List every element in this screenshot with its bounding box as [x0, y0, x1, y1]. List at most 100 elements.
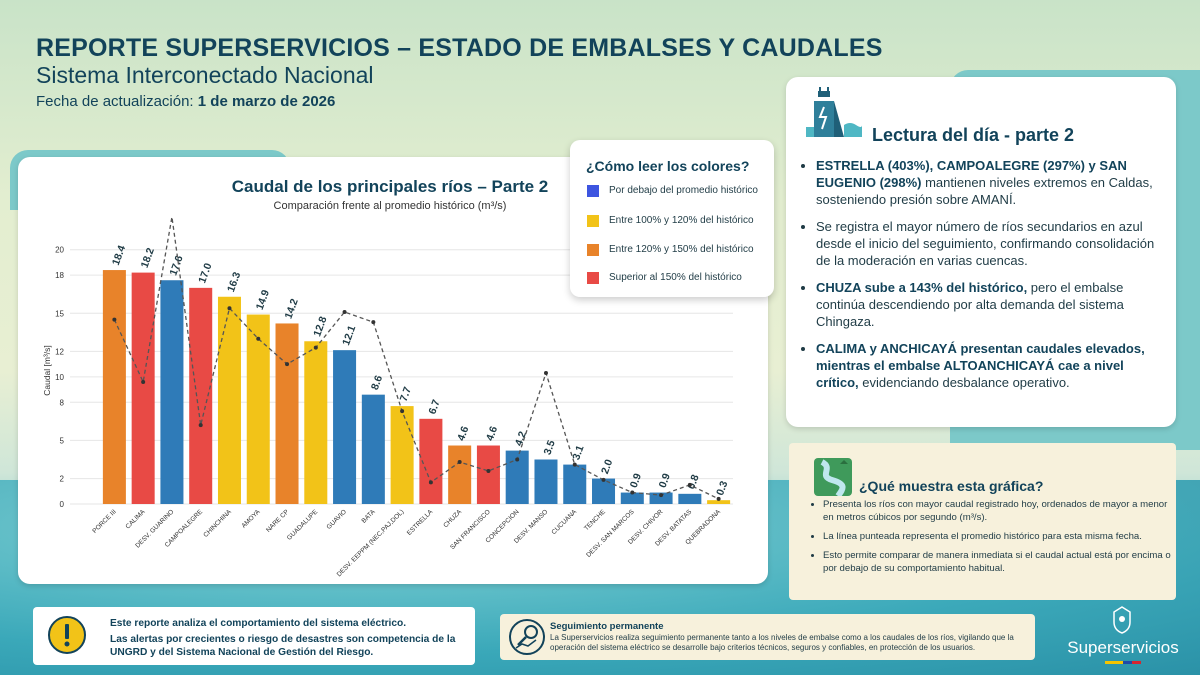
historical-point [141, 379, 146, 384]
historical-point [313, 345, 318, 350]
historical-point [227, 306, 232, 311]
bar-value-label: 12.8 [311, 315, 329, 338]
historical-point [659, 493, 664, 498]
historical-point [543, 371, 548, 376]
bar-value-label: 18.4 [110, 244, 128, 267]
bar [707, 500, 731, 504]
legend-swatch-yellow [587, 215, 599, 227]
legend-label: Entre 120% y 150% del histórico [609, 244, 754, 255]
bar [102, 270, 126, 504]
bar [361, 394, 385, 504]
historical-point [198, 423, 203, 428]
x-tick-label: AMOYA [240, 508, 262, 530]
legend-swatch-red [587, 272, 599, 284]
monitoring-icon [509, 619, 545, 655]
x-tick-label: TENCHE [583, 508, 607, 532]
bar [678, 493, 702, 504]
color-legend: ¿Cómo leer los colores? Por debajo del p… [570, 140, 774, 297]
reading-title: Lectura del día - parte 2 [872, 125, 1075, 145]
bar [275, 323, 299, 504]
bar-value-label: 16.3 [225, 270, 243, 293]
x-tick-label: GUAVIO [325, 508, 347, 530]
what-list: Presenta los ríos con mayor caudal regis… [811, 498, 1173, 581]
chart-subtitle: Comparación frente al promedio histórico… [274, 200, 507, 212]
bar-value-label: 4.6 [455, 425, 471, 443]
monitoring-box: Seguimiento permanente La Superservicios… [500, 614, 1035, 660]
bar [620, 492, 644, 504]
bar [448, 445, 472, 504]
x-tick-label: CALIMA [125, 508, 148, 531]
bar-chart: Caudal de los principales ríos – Parte 2… [42, 177, 733, 578]
bar-value-label: 4.2 [513, 430, 529, 448]
bar [476, 445, 500, 504]
y-tick-label: 5 [60, 436, 65, 445]
x-tick-label: CHINCHINA [202, 508, 233, 539]
bar-value-label: 0.9 [657, 472, 673, 490]
historical-point [630, 490, 635, 495]
x-tick-label: ESTRELLA [406, 508, 435, 537]
page-subtitle: Sistema Interconectado Nacional [36, 62, 374, 88]
x-tick-label: DESV. SAN MARCOS [585, 508, 636, 559]
bar [160, 280, 184, 504]
y-tick-label: 8 [60, 398, 65, 407]
legend-label: Entre 100% y 120% del histórico [609, 215, 754, 226]
bar [189, 287, 213, 504]
bar-value-label: 12.1 [340, 324, 358, 347]
y-axis-label: Caudal [m³/s] [42, 345, 52, 396]
dam-icon [804, 87, 862, 145]
daily-reading-card: Lectura del día - parte 2 ESTRELLA (403%… [786, 77, 1176, 427]
list-item: CALIMA y ANCHICAYÁ presentan caudales el… [816, 340, 1166, 391]
bar [217, 296, 241, 504]
historical-point [716, 496, 721, 501]
bar [390, 406, 414, 504]
x-tick-label: GUADALUPE [286, 508, 320, 542]
disclaimer-line: Este reporte analiza el comportamiento d… [110, 618, 407, 629]
what-shows-card: ¿Qué muestra esta gráfica? Presenta los … [789, 443, 1176, 600]
historical-point [256, 336, 261, 341]
legend-label: Por debajo del promedio histórico [609, 185, 758, 196]
reading-text: pero el embalse continúa descendiendo po… [816, 280, 1124, 329]
y-tick-label: 12 [55, 347, 64, 356]
historical-point [572, 462, 577, 467]
bar-value-label: 3.1 [570, 444, 586, 462]
list-item: La línea punteada representa el promedio… [823, 530, 1173, 543]
river-icon [814, 458, 852, 496]
legend-swatch-orange [587, 244, 599, 256]
x-tick-label: BATA [360, 508, 377, 525]
list-item: Presenta los ríos con mayor caudal regis… [823, 498, 1173, 524]
historical-point [515, 457, 520, 462]
x-tick-label: PORCE III [91, 508, 118, 535]
bar [649, 492, 673, 504]
y-tick-label: 10 [55, 373, 64, 382]
disclaimer-text: Este reporte analiza el comportamiento d… [110, 617, 465, 662]
x-tick-label: CUCUANA [550, 508, 578, 536]
list-item: CHUZA sube a 143% del histórico, pero el… [816, 279, 1166, 330]
y-tick-label: 0 [60, 500, 65, 509]
bar-value-label: 14.9 [254, 288, 272, 311]
y-tick-label: 18 [55, 271, 64, 280]
bar-value-label: 17.0 [196, 261, 214, 284]
bar-value-label: 6.7 [426, 398, 442, 416]
bar [333, 350, 357, 504]
bar-value-label: 14.2 [283, 297, 301, 320]
bar [246, 314, 270, 504]
bar [304, 341, 328, 504]
bar-value-label: 7.7 [398, 385, 414, 403]
legend-label: Superior al 150% del histórico [609, 272, 742, 283]
historical-point [112, 317, 117, 322]
seal-icon [1113, 606, 1131, 634]
historical-point [687, 482, 692, 487]
bar-value-label: 0.8 [685, 473, 701, 491]
chart-title: Caudal de los principales ríos – Parte 2 [232, 177, 549, 196]
what-title: ¿Qué muestra esta gráfica? [859, 478, 1044, 494]
historical-point [486, 468, 491, 473]
brand-logo: Superservicios [1058, 604, 1188, 670]
historical-point [371, 320, 376, 325]
bar-value-label: 0.9 [628, 472, 644, 490]
list-item: ESTRELLA (403%), CAMPOALEGRE (297%) y SA… [816, 157, 1166, 208]
bar [419, 418, 443, 504]
historical-point [342, 310, 347, 315]
reading-bold: CHUZA sube a 143% del histórico, [816, 280, 1028, 295]
update-date-value: 1 de marzo de 2026 [197, 93, 336, 110]
list-item: Esto permite comparar de manera inmediat… [823, 549, 1173, 575]
